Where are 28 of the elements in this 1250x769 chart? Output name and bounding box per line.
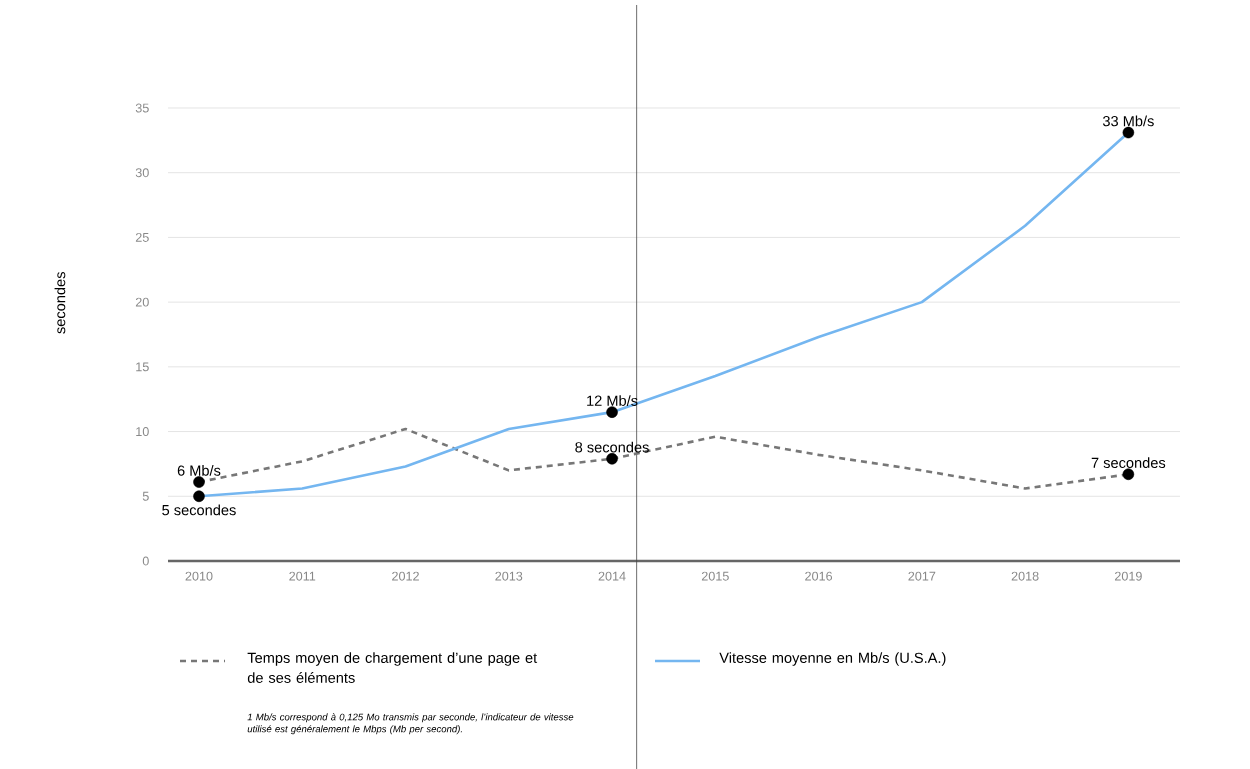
y-tick-label: 10 xyxy=(136,427,149,437)
x-tick-label: 2010 xyxy=(185,571,213,581)
x-tick-label: 2019 xyxy=(1114,571,1142,581)
x-tick-label: 2016 xyxy=(805,571,833,581)
x-tick-label: 2017 xyxy=(908,571,936,581)
data-label: 12 Mb/s xyxy=(587,395,638,406)
data-label: 8 secondes xyxy=(575,441,649,453)
data-label: 7 secondes xyxy=(1091,457,1166,469)
y-tick-label: 5 xyxy=(142,491,149,501)
y-tick-label: 15 xyxy=(136,362,149,372)
text: 1 Mb/s correspond à 0,125 Mo transmis par seconde, l’indicateur de vitesse utilisé est généralement le Mbps (Mb per second). xyxy=(247,713,574,735)
x-tick-label: 2013 xyxy=(495,571,523,581)
y-tick-label: 30 xyxy=(135,168,149,178)
x-tick-label: 2018 xyxy=(1011,571,1039,581)
x-tick-label: 2011 xyxy=(289,571,316,581)
data-label: 33 Mb/s xyxy=(1102,115,1154,127)
y-tick-label: 35 xyxy=(135,103,149,113)
data-label: 6 Mb/s xyxy=(177,465,221,476)
y-tick-label: 20 xyxy=(135,297,149,307)
x-tick-label: 2012 xyxy=(392,571,419,581)
legend-label: Vitesse moyenne en Mb/s (U.S.A.) xyxy=(719,652,946,666)
x-tick-label: 2014 xyxy=(598,571,626,581)
y-axis-title: secondes xyxy=(54,272,66,334)
data-label: 5 secondes xyxy=(162,504,236,516)
legend-label: Temps moyen de chargement d’une page et de ses éléments xyxy=(247,652,538,683)
y-tick-label: 0 xyxy=(142,556,149,566)
y-tick-label: 25 xyxy=(135,232,149,242)
x-tick-label: 2015 xyxy=(701,571,729,581)
